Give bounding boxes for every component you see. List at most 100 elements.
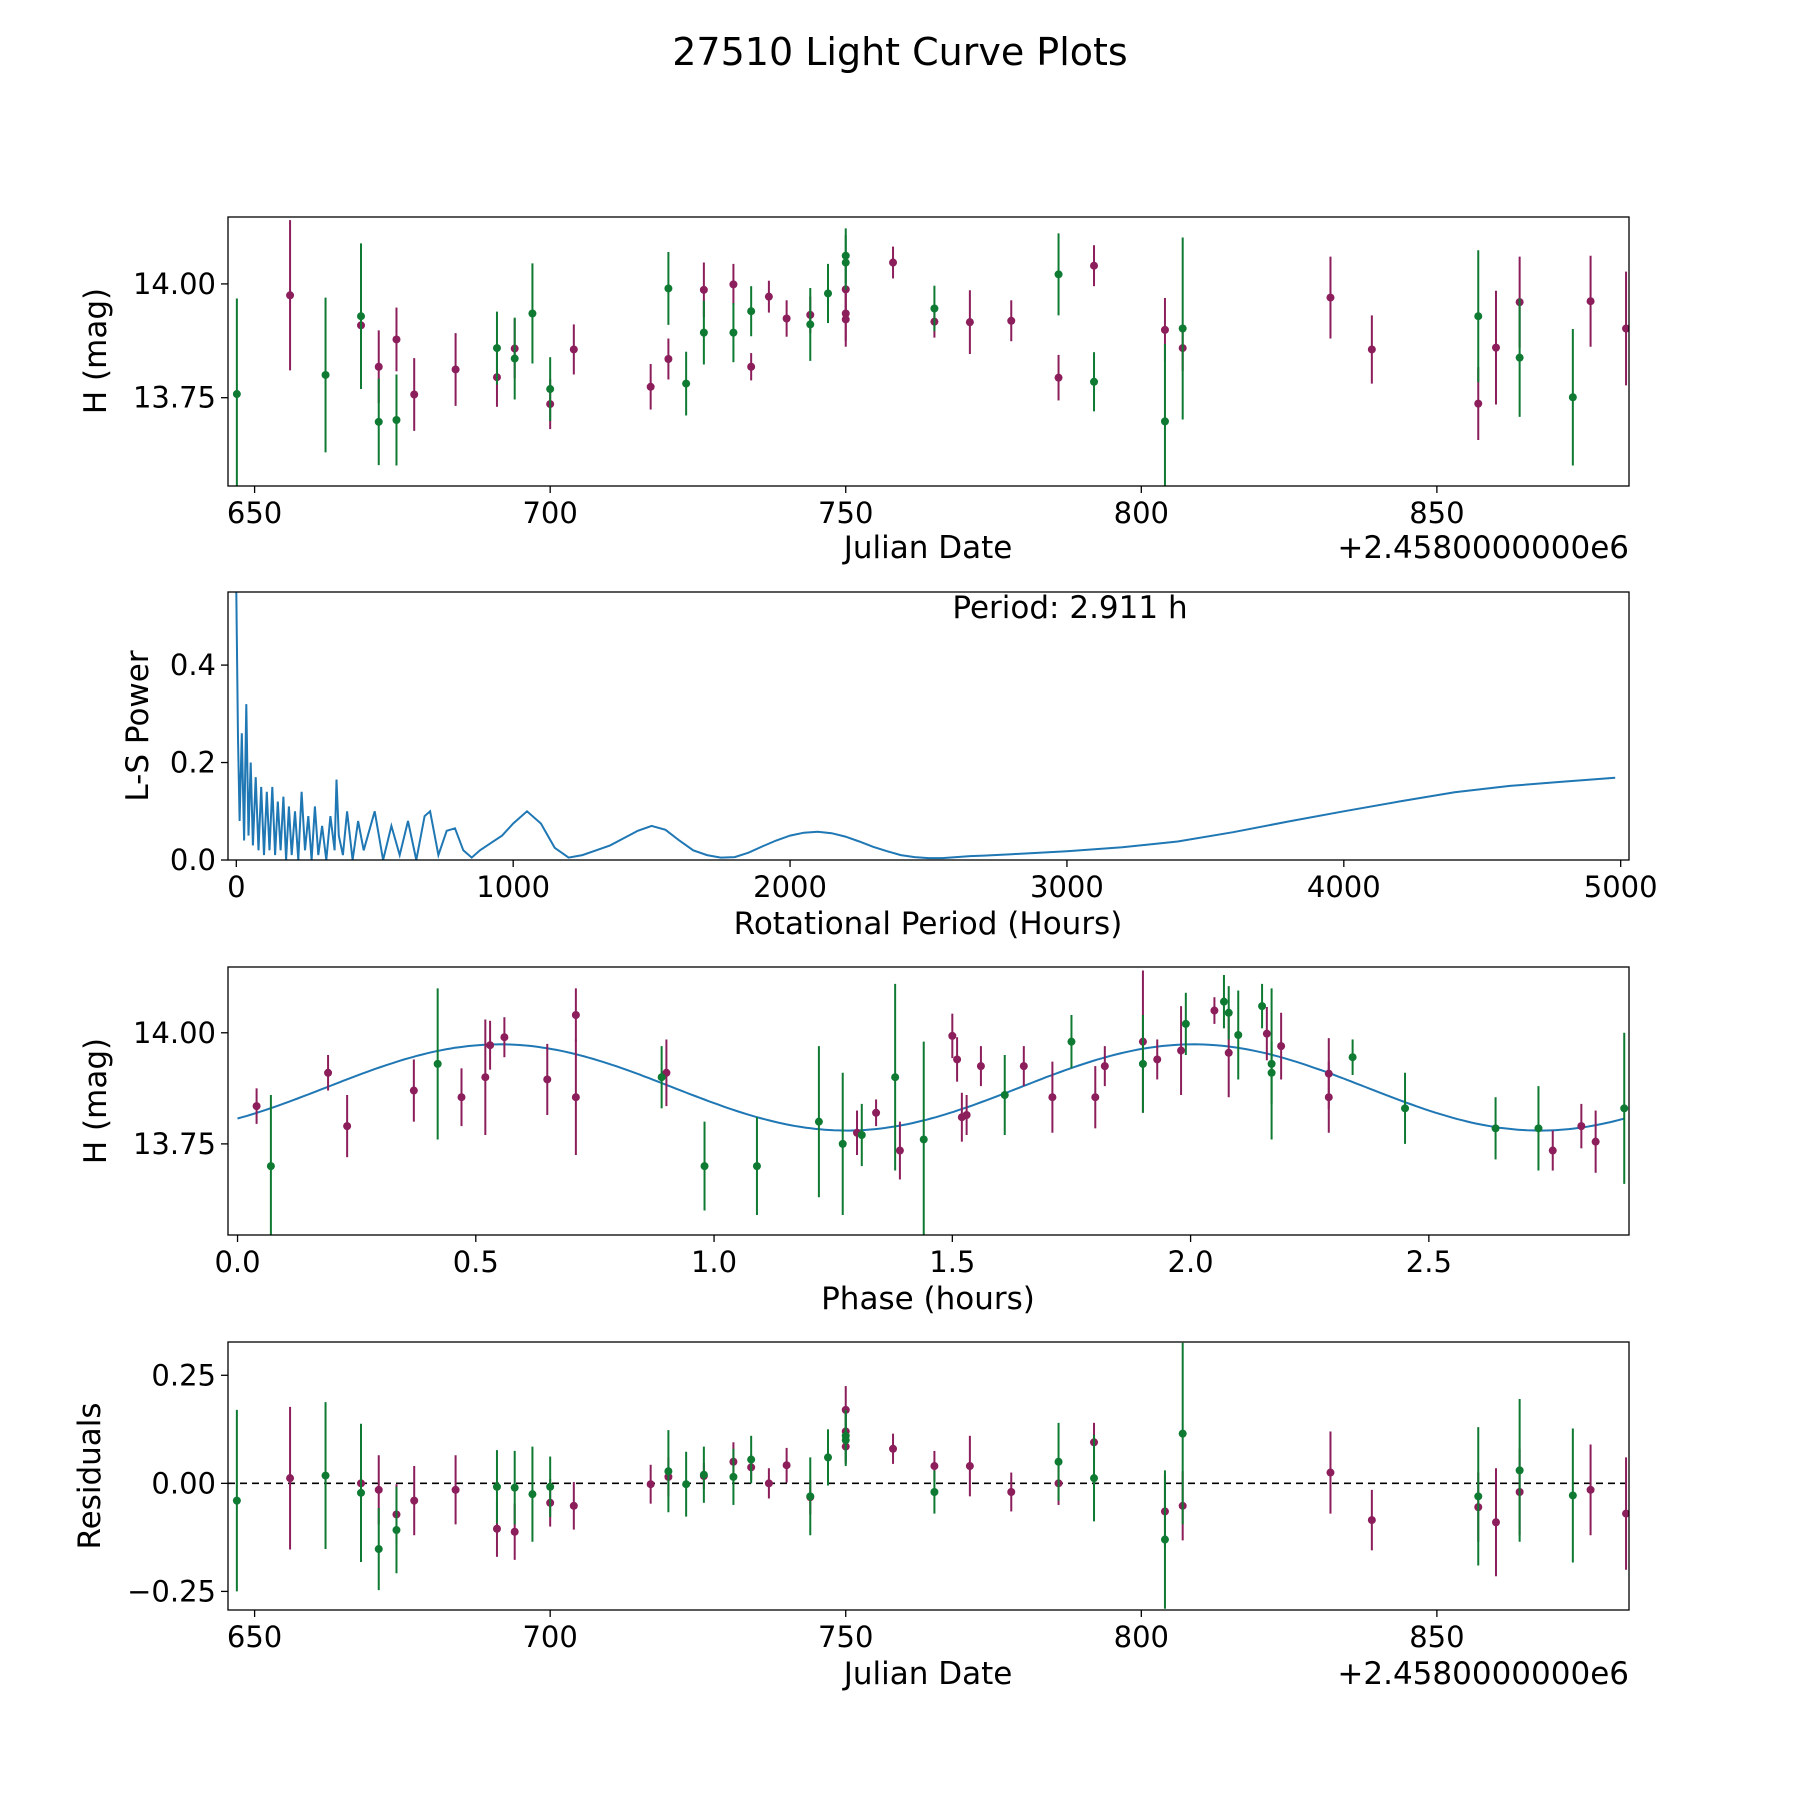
residuals-point-r	[510, 1527, 519, 1536]
lightcurve-point-g	[1160, 417, 1169, 426]
residuals-ticks: 650 700 750 800 850 0.25 0.00 −0.25	[127, 1358, 1464, 1654]
lightcurve-point-g	[682, 379, 691, 388]
lightcurve-point-r	[1090, 261, 1099, 270]
phased-point-g	[1534, 1124, 1543, 1133]
phased-xtick-label: 2.0	[1168, 1245, 1214, 1279]
periodogram-ytick-label: 0.0	[170, 843, 216, 877]
periodogram-xlabel: Rotational Period (Hours)	[734, 906, 1123, 942]
residuals-point-r	[492, 1524, 501, 1533]
lightcurve-point-r	[729, 280, 738, 289]
lightcurve-point-r	[286, 291, 295, 300]
phased-point-r	[1224, 1048, 1233, 1057]
residuals-point-g	[1160, 1535, 1169, 1544]
phased-point-g	[1267, 1068, 1276, 1077]
residuals-point-g	[1090, 1474, 1099, 1483]
residuals-xtick-label: 650	[227, 1620, 282, 1654]
residuals-point-r	[1367, 1516, 1376, 1525]
phased-point-g	[1224, 1008, 1233, 1017]
lightcurve-point-g	[699, 328, 708, 337]
phased-xtick-label: 1.5	[929, 1245, 975, 1279]
lightcurve-point-r	[889, 258, 898, 267]
residuals-point-g	[1474, 1492, 1483, 1501]
phased-point-r	[1019, 1062, 1028, 1071]
lightcurve-point-g	[1054, 270, 1063, 279]
phased-point-r	[1262, 1029, 1271, 1038]
residuals-point-g	[1054, 1457, 1063, 1466]
phased-frame	[227, 966, 1630, 1236]
lightcurve-point-g	[1474, 312, 1483, 321]
phased-point-g	[752, 1162, 761, 1171]
lightcurve-point-r	[1474, 399, 1483, 408]
residuals-point-g	[232, 1496, 241, 1505]
phased-xtick-label: 2.5	[1406, 1245, 1452, 1279]
lightcurve-point-g	[841, 258, 850, 267]
phased-point-g	[838, 1139, 847, 1148]
phased-point-g	[1000, 1091, 1009, 1099]
phased-xlabel: Phase (hours)	[821, 1281, 1035, 1317]
lightcurve-point-r	[747, 362, 756, 371]
phased-point-r	[1577, 1122, 1586, 1131]
lightcurve-point-g	[729, 328, 738, 337]
lightcurve-point-g	[1515, 353, 1524, 362]
periodogram-ylabel: L-S Power	[120, 650, 156, 801]
panel-lightcurve: 650 700 750 800 850 14.00 13.75 Julian Date +2…	[78, 216, 1630, 566]
lightcurve-xtick-label: 650	[227, 496, 282, 530]
lightcurve-point-g	[374, 417, 383, 426]
phased-point-g	[1219, 997, 1228, 1006]
phased-point-g	[1348, 1053, 1357, 1062]
residuals-point-g	[510, 1483, 519, 1492]
phased-point-g	[1491, 1124, 1500, 1133]
phased-point-g	[1620, 1104, 1629, 1113]
lightcurve-point-g	[806, 320, 815, 329]
phased-point-r	[872, 1108, 881, 1117]
residuals-xtick-label: 800	[1114, 1620, 1169, 1654]
residuals-ytick-label: 0.00	[151, 1466, 216, 1500]
lightcurve-offset-label: +2.4580000000e6	[1337, 530, 1629, 566]
residuals-point-r	[286, 1474, 295, 1483]
lightcurve-xtick-label: 850	[1409, 496, 1464, 530]
phased-point-r	[962, 1111, 971, 1119]
periodogram-annotation: Period: 2.911 h	[952, 590, 1187, 626]
residuals-point-g	[824, 1453, 833, 1462]
residuals-point-g	[357, 1488, 366, 1497]
residuals-point-g	[930, 1487, 939, 1496]
phased-point-r	[953, 1055, 962, 1064]
residuals-point-r	[965, 1462, 974, 1471]
lightcurve-point-g	[321, 370, 330, 379]
residuals-point-g	[664, 1467, 673, 1476]
phased-point-r	[343, 1122, 352, 1131]
phased-point-r	[409, 1086, 418, 1095]
residuals-point-g	[374, 1545, 383, 1554]
phased-point-g	[919, 1135, 928, 1144]
phased-point-r	[481, 1073, 490, 1082]
lightcurve-ytick-label: 14.00	[133, 267, 216, 301]
phased-point-g	[657, 1073, 666, 1082]
periodogram-xtick-label: 2000	[753, 870, 827, 904]
lightcurve-point-r	[1622, 324, 1629, 333]
residuals-point-g	[699, 1470, 708, 1479]
phased-point-g	[1234, 1031, 1243, 1039]
phased-point-r	[1548, 1146, 1557, 1155]
residuals-point-g	[321, 1471, 330, 1480]
residuals-point-g	[492, 1482, 501, 1491]
lightcurve-ticks: 650 700 750 800 850 14.00 13.75	[133, 267, 1465, 530]
lightcurve-xtick-label: 750	[818, 496, 873, 530]
residuals-marks	[228, 1342, 1629, 1609]
residuals-point-g	[1515, 1466, 1524, 1475]
phased-point-r	[571, 1093, 580, 1102]
residuals-point-g	[841, 1436, 850, 1445]
residuals-point-r	[764, 1479, 773, 1488]
phased-marks	[237, 970, 1629, 1235]
residuals-point-r	[646, 1480, 655, 1489]
lightcurve-point-r	[782, 314, 791, 323]
residuals-plot-area	[228, 1342, 1629, 1609]
phased-fit-line	[237, 1043, 1625, 1132]
periodogram-ytick-label: 0.2	[170, 746, 216, 780]
phased-point-r	[1277, 1042, 1286, 1051]
residuals-point-r	[1326, 1468, 1335, 1477]
residuals-point-r	[930, 1462, 939, 1471]
residuals-xtick-label: 700	[522, 1620, 577, 1654]
lightcurve-xlabel: Julian Date	[842, 530, 1013, 566]
phased-point-r	[1048, 1093, 1057, 1102]
residuals-point-g	[392, 1526, 401, 1535]
